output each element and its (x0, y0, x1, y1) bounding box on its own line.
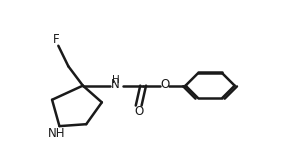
Text: O: O (134, 105, 143, 118)
Text: NH: NH (48, 127, 65, 140)
Text: O: O (160, 78, 170, 92)
Text: F: F (53, 33, 59, 46)
Text: N: N (110, 78, 119, 92)
Text: H: H (112, 75, 120, 85)
